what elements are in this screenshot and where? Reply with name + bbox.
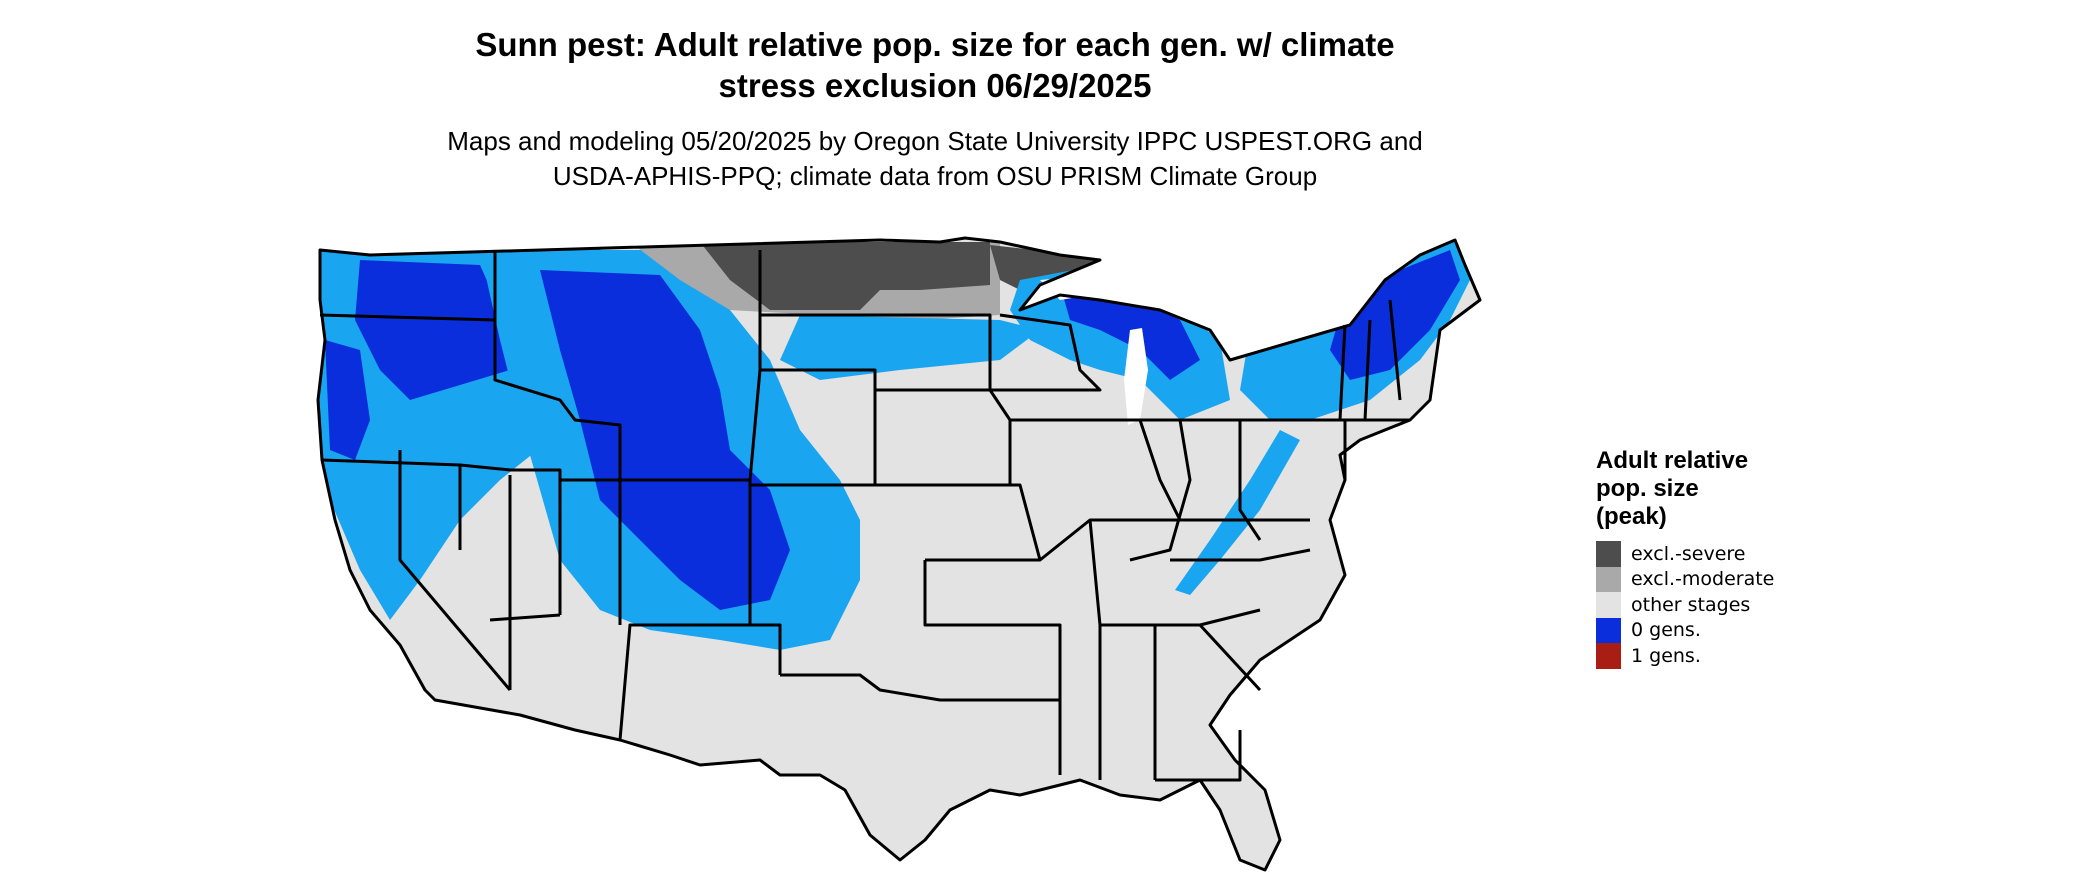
legend-item-1-gens: 1 gens. bbox=[1596, 643, 1774, 669]
lake-michigan bbox=[1124, 328, 1148, 425]
legend-swatch bbox=[1596, 566, 1621, 592]
legend-label: excl.-moderate bbox=[1631, 568, 1775, 591]
region-gens0-cascades bbox=[325, 340, 370, 460]
region-gens0-great-lakes bbox=[1010, 265, 1230, 420]
region-gens0-northwest-core bbox=[355, 260, 530, 400]
legend-title-line3: (peak) bbox=[1596, 503, 1667, 530]
legend-swatch bbox=[1596, 617, 1621, 643]
region-gens0-appalachian bbox=[1175, 430, 1300, 595]
us-map bbox=[316, 236, 1482, 872]
map-subtitle-line2: USDA-APHIS-PPQ; climate data from OSU PR… bbox=[552, 161, 1318, 191]
legend-label: other stages bbox=[1631, 593, 1751, 616]
legend-label: 1 gens. bbox=[1631, 644, 1701, 667]
map-title-line2: stress exclusion 06/29/2025 bbox=[718, 67, 1152, 104]
legend-label: excl.-severe bbox=[1631, 542, 1746, 565]
map-subtitle-line1: Maps and modeling 05/20/2025 by Oregon S… bbox=[447, 126, 1423, 156]
map-title-line1: Sunn pest: Adult relative pop. size for … bbox=[475, 26, 1395, 63]
legend-item-other-stages: other stages bbox=[1596, 592, 1774, 618]
map-title: Sunn pest: Adult relative pop. size for … bbox=[0, 24, 1870, 106]
region-gens0-plains-edge bbox=[780, 315, 1040, 380]
legend-swatch bbox=[1596, 592, 1621, 618]
legend-item-excl-severe: excl.-severe bbox=[1596, 541, 1774, 567]
region-gens0-rockies-core bbox=[540, 270, 790, 610]
legend-label: 0 gens. bbox=[1631, 619, 1701, 642]
map-legend: Adult relative pop. size (peak) excl.-se… bbox=[1596, 447, 1774, 669]
legend-title-line1: Adult relative bbox=[1596, 447, 1749, 474]
legend-item-excl-moderate: excl.-moderate bbox=[1596, 566, 1775, 592]
state-borders bbox=[316, 236, 1482, 872]
legend-swatch bbox=[1596, 643, 1621, 669]
lake-superior bbox=[1040, 275, 1130, 300]
legend-swatch bbox=[1596, 541, 1621, 567]
map-subtitle: Maps and modeling 05/20/2025 by Oregon S… bbox=[0, 124, 1870, 194]
legend-title: Adult relative pop. size (peak) bbox=[1596, 447, 1774, 531]
region-gens0-northeast-core bbox=[1330, 250, 1460, 380]
region-excl-severe-north bbox=[700, 242, 990, 310]
legend-title-line2: pop. size bbox=[1596, 475, 1699, 502]
legend-item-0-gens: 0 gens. bbox=[1596, 617, 1774, 643]
